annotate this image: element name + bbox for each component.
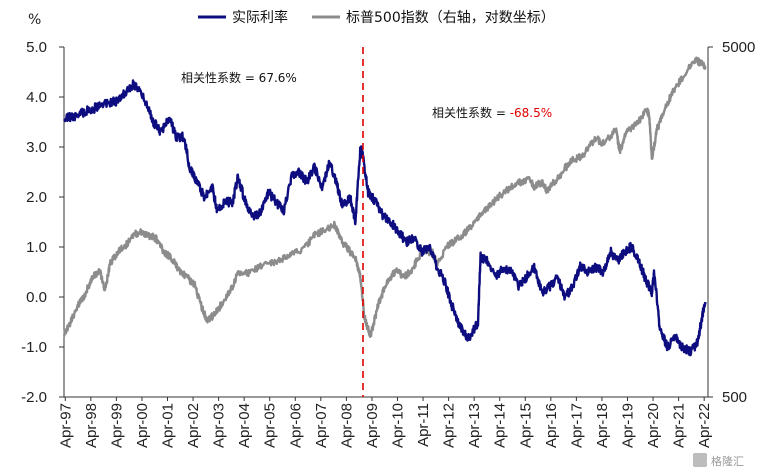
annotation-correlation-right-label: 相关性系数 = — [432, 105, 510, 120]
x-tick-label: Apr-16 — [543, 403, 560, 448]
series-line-real-rate — [63, 79, 707, 357]
left-tick-label: 5.0 — [26, 39, 47, 56]
x-tick-label: Apr-14 — [492, 403, 509, 448]
x-tick-label: Apr-07 — [313, 403, 330, 448]
legend-label-sp500: 标普500指数（右轴，对数坐标） — [346, 10, 555, 26]
legend: 实际利率 标普500指数（右轴，对数坐标） — [198, 9, 555, 26]
x-tick-label: Apr-06 — [287, 403, 304, 448]
annotation-correlation-right: 相关性系数 = -68.5% — [432, 105, 552, 120]
annotation-correlation-right-value: -68.5% — [510, 106, 552, 120]
left-tick-label: 3.0 — [26, 139, 47, 156]
watermark: 格隆汇 — [693, 453, 744, 468]
x-tick-label: Apr-22 — [696, 403, 713, 448]
x-tick-label: Apr-03 — [211, 403, 228, 448]
x-tick-label: Apr-10 — [390, 403, 407, 448]
left-tick-label: -1.0 — [21, 339, 47, 356]
left-tick-label: 0.0 — [26, 289, 47, 306]
watermark-text: 格隆汇 — [711, 454, 744, 468]
x-tick-label: Apr-11 — [415, 403, 432, 447]
right-tick-label: 500 — [722, 389, 747, 406]
right-axis-ticks: 500 5000 — [708, 39, 755, 406]
x-tick-label: Apr-04 — [236, 403, 253, 448]
x-tick-label: Apr-19 — [620, 403, 637, 448]
x-tick-label: Apr-12 — [441, 403, 458, 448]
left-tick-label: 4.0 — [26, 89, 47, 106]
legend-label-real-rate: 实际利率 — [232, 9, 288, 26]
x-tick-label: Apr-08 — [338, 403, 355, 448]
x-tick-label: Apr-21 — [671, 403, 688, 448]
x-tick-label: Apr-18 — [594, 403, 611, 448]
x-tick-label: Apr-98 — [83, 403, 100, 448]
right-tick-label: 5000 — [722, 39, 755, 56]
left-tick-label: -2.0 — [21, 389, 47, 406]
x-tick-label: Apr-17 — [568, 403, 585, 448]
x-tick-label: Apr-97 — [57, 403, 74, 448]
left-tick-label: 1.0 — [26, 239, 47, 256]
x-tick-label: Apr-05 — [262, 403, 279, 448]
x-tick-label: Apr-01 — [160, 403, 177, 448]
annotation-correlation-left: 相关性系数 = 67.6% — [181, 70, 297, 85]
x-axis-ticks: Apr-97 Apr-98 Apr-99 Apr-00 Apr-01 Apr-02 Apr-… — [57, 397, 713, 448]
watermark-logo-icon — [693, 453, 707, 467]
left-tick-label: 2.0 — [26, 189, 47, 206]
left-axis-unit: % — [28, 12, 41, 28]
x-tick-label: Apr-00 — [134, 403, 151, 448]
x-tick-label: Apr-99 — [108, 403, 125, 448]
x-tick-label: Apr-02 — [185, 403, 202, 448]
series-line-sp500 — [62, 56, 707, 338]
x-tick-label: Apr-20 — [645, 403, 662, 448]
x-tick-label: Apr-09 — [364, 403, 381, 448]
x-tick-label: Apr-15 — [517, 403, 534, 448]
x-tick-label: Apr-13 — [466, 403, 483, 448]
left-axis-ticks: -2.0 -1.0 0.0 1.0 2.0 3.0 4.0 5.0 — [21, 39, 64, 406]
